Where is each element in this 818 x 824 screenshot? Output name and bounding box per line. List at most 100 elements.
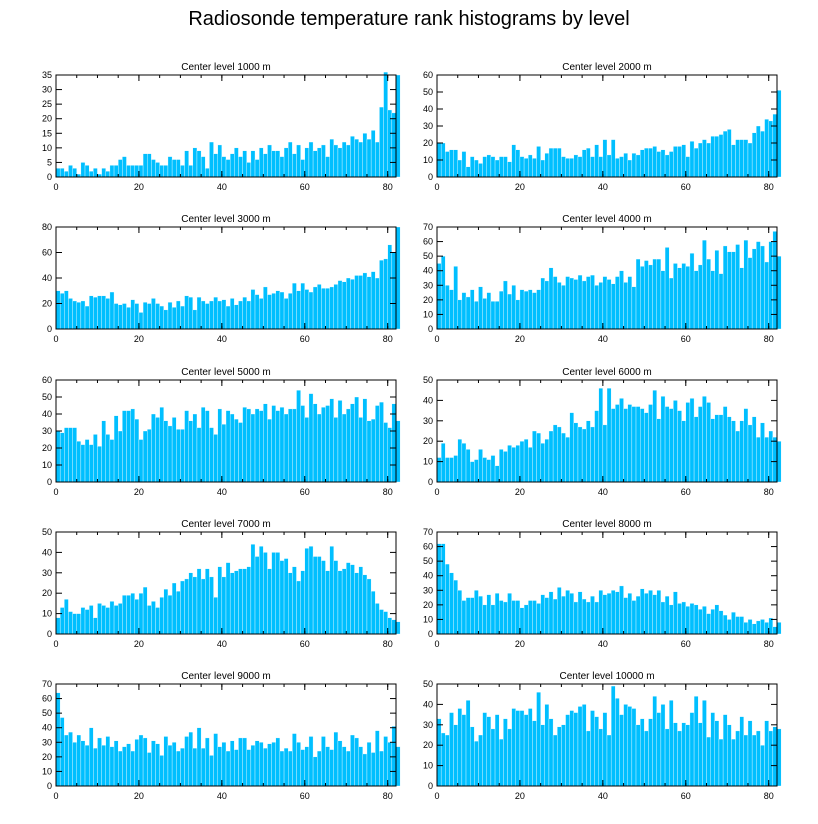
histogram-panel: Center level 7000 m 0 20 40 60 80 0 10 20 30 40 50 [42,519,401,649]
histogram-bar [639,266,645,330]
histogram-bar [151,740,156,787]
histogram-bar [693,416,699,483]
y-tick-label: 60 [423,70,433,80]
histogram-bar [205,410,210,483]
histogram-bar [341,141,347,178]
histogram-bar [242,568,247,635]
histogram-bar [346,750,351,787]
histogram-bar [159,597,164,635]
histogram-bar [151,413,156,483]
histogram-bar [134,418,140,483]
histogram-bar [308,736,314,787]
histogram-bar [735,616,740,635]
histogram-bar [258,298,264,330]
histogram-bar [631,708,637,787]
histogram-bar [350,403,355,483]
histogram-bar [627,706,633,787]
histogram-bar [731,144,736,178]
histogram-bar [126,307,131,330]
histogram-bar [213,597,218,635]
histogram-bar [387,427,393,483]
histogram-bar [718,610,724,635]
histogram-bar [673,146,678,178]
histogram-bar [635,724,641,787]
histogram-bar [296,144,301,178]
histogram-bar [246,749,252,787]
histogram-bar [68,298,73,330]
histogram-bar [751,623,757,635]
histogram-bar [151,298,156,330]
y-tick-label: 20 [42,443,52,453]
histogram-bar [350,564,355,635]
histogram-bar [354,138,359,178]
histogram-bar [84,745,90,787]
histogram-bar [258,410,264,483]
histogram-bar [490,301,496,330]
y-tick-label: 20 [423,436,433,446]
histogram-bar [383,258,388,330]
histogram-bar [118,750,123,787]
histogram-bar [702,239,707,330]
x-tick-label: 80 [764,487,774,497]
histogram-bar [465,296,471,330]
x-tick-label: 80 [764,182,774,192]
histogram-bar [184,295,189,330]
histogram-bar [288,293,293,330]
histogram-bar [196,150,202,178]
histogram-bar [209,300,214,330]
histogram-bar [507,293,512,330]
histogram-bar [710,270,715,330]
histogram-bar [474,459,479,483]
histogram-bar [134,739,140,787]
histogram-bar [55,290,61,330]
histogram-bar [312,556,318,635]
histogram-bar [536,691,541,787]
histogram-bar [271,742,276,787]
histogram-bar [656,418,662,483]
histogram-bar [669,700,674,787]
histogram-bar [751,248,757,330]
histogram-bar [113,303,119,330]
histogram-bar [619,714,624,787]
histogram-bar [312,150,318,178]
histogram-bar [515,149,521,178]
histogram-bar [465,597,471,635]
histogram-bar [478,163,483,178]
histogram-bar [341,281,347,330]
histogram-bar [238,422,243,483]
histogram-bar [346,562,351,635]
histogram-bar [598,590,604,635]
histogram-bar [134,599,140,635]
histogram-bar [660,149,666,178]
panel-title: Center level 10000 m [559,671,654,682]
y-tick-label: 35 [42,70,52,80]
histogram-bar [548,591,554,635]
histogram-bar [606,593,612,635]
y-tick-label: 20 [42,588,52,598]
histogram-bar [598,387,604,483]
histogram-bar [627,276,633,330]
histogram-bar [747,142,753,178]
histogram-bar [648,590,653,635]
histogram-bar [225,305,231,330]
x-tick-label: 40 [217,487,227,497]
histogram-bar [540,443,545,483]
histogram-bar [536,432,541,483]
histogram-bar [68,427,73,483]
histogram-bar [350,734,355,787]
histogram-bar [130,165,135,178]
y-tick-label: 50 [423,679,433,689]
histogram-bar [383,71,388,178]
histogram-bar [461,443,467,483]
histogram-bar [710,609,715,635]
histogram-bar [180,580,185,635]
histogram-bar [192,309,198,330]
histogram-bar [557,426,562,483]
histogram-bar [606,387,612,483]
x-tick-label: 0 [53,487,58,497]
histogram-bar [465,449,471,483]
histogram-bar [370,271,376,330]
histogram-bar [507,728,512,787]
histogram-bar [88,444,94,483]
histogram-bar [64,734,69,787]
